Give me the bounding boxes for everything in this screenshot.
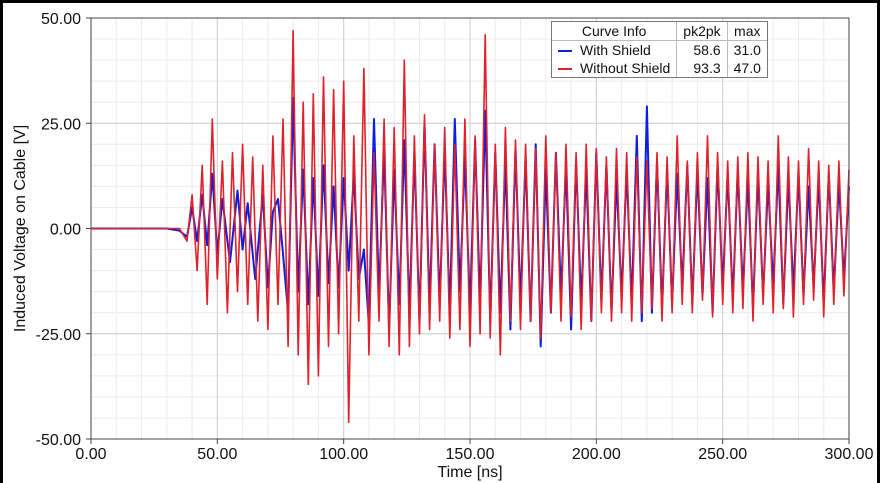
x-axis-ticks: 0.00 50.00 100.00 150.00 200.00 250.00 300.00 [75, 439, 874, 463]
series-line-without-shield [91, 29, 850, 423]
legend-header-max: max [726, 22, 767, 41]
x-tick-label: 0.00 [75, 446, 106, 463]
legend-label-without-shield: Without Shield [580, 60, 671, 76]
legend-max-without-shield: 47.0 [726, 59, 767, 77]
x-tick-label: 300.00 [825, 446, 874, 463]
legend-swatch-without-shield [558, 68, 572, 71]
legend-swatch-with-shield [558, 50, 572, 53]
y-tick-label: -25.00 [36, 327, 81, 344]
x-tick-label: 200.00 [572, 446, 621, 463]
y-tick-label: 0.00 [50, 222, 81, 239]
legend-table: Curve Info pk2pk max With Shield 58.6 31… [551, 21, 768, 78]
y-tick-label: 25.00 [41, 116, 81, 133]
legend-header-curve-info: Curve Info [552, 22, 677, 41]
x-tick-label: 150.00 [446, 446, 495, 463]
y-axis-ticks: 50.00 25.00 0.00 -25.00 -50.00 [36, 11, 91, 449]
series-layer [91, 29, 850, 423]
y-tick-label: 50.00 [41, 11, 81, 28]
y-tick-label: -50.00 [36, 432, 81, 449]
legend-label-with-shield: With Shield [580, 42, 651, 58]
legend-row-with-shield: With Shield 58.6 31.0 [552, 40, 767, 59]
x-tick-label: 50.00 [197, 446, 237, 463]
legend-row-without-shield: Without Shield 93.3 47.0 [552, 59, 767, 77]
x-axis-label: Time [ns] [437, 464, 502, 481]
legend-pk2pk-with-shield: 58.6 [676, 40, 728, 59]
legend-max-with-shield: 31.0 [726, 40, 767, 59]
legend-pk2pk-without-shield: 93.3 [676, 59, 728, 77]
legend-header-pk2pk: pk2pk [676, 22, 728, 41]
y-axis-label: Induced Voltage on Cable [V] [12, 125, 29, 332]
x-tick-label: 100.00 [319, 446, 368, 463]
chart-plot: 0.00 50.00 100.00 150.00 200.00 250.00 300.00 … [12, 11, 874, 481]
x-tick-label: 250.00 [698, 446, 747, 463]
